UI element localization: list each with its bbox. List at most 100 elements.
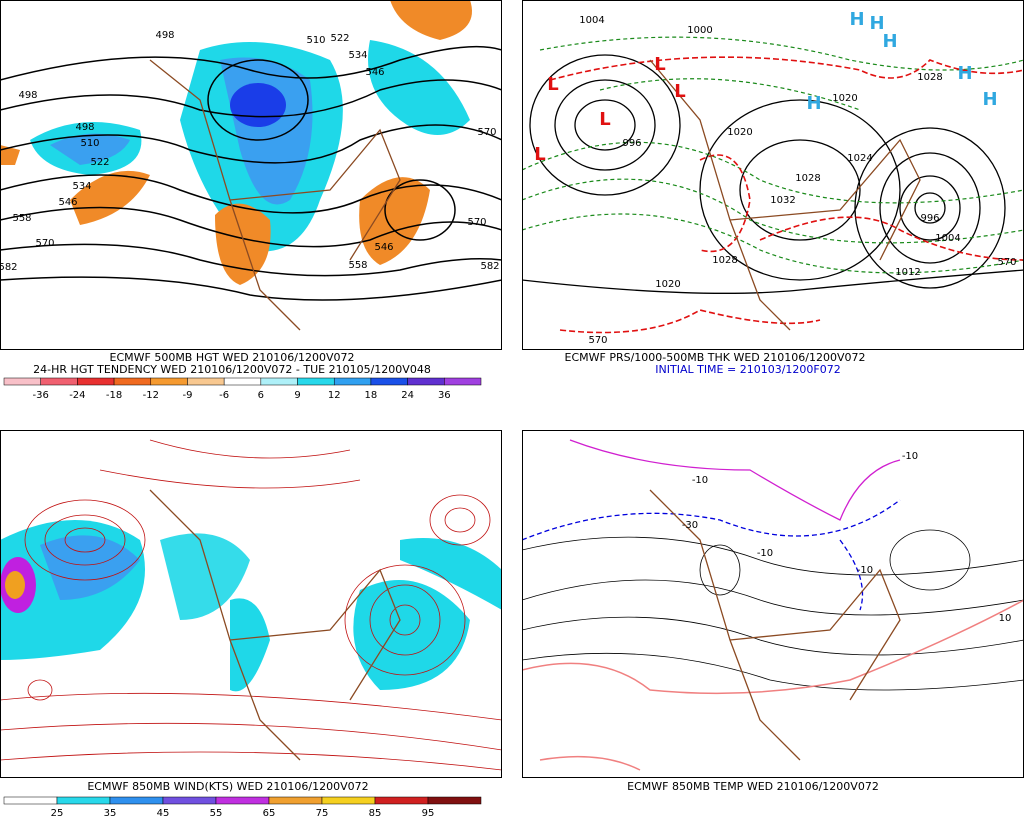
colorbar-label: -9 — [182, 390, 192, 401]
colorbar-cell — [370, 377, 408, 386]
contour-label: 558 — [348, 260, 367, 271]
contour-label: 498 — [155, 30, 174, 41]
colorbar-cell — [77, 377, 115, 386]
contour-label: -30 — [682, 520, 698, 531]
contour-label: 996 — [920, 213, 939, 224]
low-center: L — [534, 144, 545, 165]
contour-label: 510 — [80, 138, 99, 149]
contour-label: 582 — [480, 261, 499, 272]
colorbar-cell — [444, 377, 482, 386]
high-center: H — [806, 93, 821, 114]
colorbar-label: 55 — [210, 808, 223, 819]
colorbar-label: 6 — [258, 390, 264, 401]
colorbar-cell — [333, 377, 372, 386]
contour-label: 546 — [58, 197, 77, 208]
contour-label: -10 — [857, 565, 873, 576]
low-center: L — [654, 54, 665, 75]
contour-label: 534 — [348, 50, 367, 61]
colorbar-label: 35 — [104, 808, 117, 819]
contour-label: 570 — [35, 238, 54, 249]
contour-label: 1004 — [935, 233, 960, 244]
labels: ECMWF 500MB HGT WED 210106/1200V07224-HR… — [0, 9, 1017, 819]
colorbar-cell — [223, 377, 262, 386]
colorbar-cell — [113, 377, 152, 386]
colorbar-label: 12 — [328, 390, 341, 401]
prs-map — [522, 0, 1024, 350]
caption: ECMWF 500MB HGT WED 210106/1200V072 — [110, 351, 355, 364]
contour-label: 498 — [75, 122, 94, 133]
contour-label: -10 — [757, 548, 773, 559]
colorbar-cell — [187, 377, 225, 386]
caption: ECMWF 850MB WIND(KTS) WED 210106/1200V07… — [87, 780, 368, 793]
colorbar-cell — [268, 796, 323, 805]
colorbar-label: 36 — [438, 390, 451, 401]
colorbar-label: -6 — [219, 390, 229, 401]
contour-label: 510 — [306, 35, 325, 46]
caption: 24-HR HGT TENDENCY WED 210106/1200V072 -… — [33, 363, 431, 376]
contour-label: 570 — [997, 257, 1016, 268]
hgt-map — [0, 0, 502, 350]
colorbar-label: 45 — [157, 808, 170, 819]
colorbar-label: 95 — [422, 808, 435, 819]
colorbar-label: 9 — [294, 390, 300, 401]
colorbar-cell — [321, 796, 376, 805]
low-center: L — [547, 74, 558, 95]
contour-label: 996 — [622, 138, 641, 149]
colorbar-cell — [260, 377, 298, 386]
colorbar-label: 24 — [401, 390, 414, 401]
high-center: H — [869, 13, 884, 34]
contour-label: 546 — [365, 67, 384, 78]
contour-label: 1032 — [770, 195, 795, 206]
contour-label: 1004 — [579, 15, 604, 26]
contour-label: 1028 — [795, 173, 820, 184]
caption: ECMWF 850MB TEMP WED 210106/1200V072 — [627, 780, 879, 793]
colorbar-label: -18 — [106, 390, 122, 401]
frame — [0, 430, 502, 778]
frame — [0, 0, 502, 350]
contour-label: 1012 — [895, 267, 920, 278]
colorbar-cell — [374, 796, 429, 805]
contour-label: 1024 — [847, 153, 872, 164]
colorbar-cell — [56, 796, 111, 805]
colorbar-cell — [407, 377, 445, 386]
colorbar-cell — [3, 377, 41, 386]
colorbar-cell — [40, 377, 78, 386]
colorbar-label: 85 — [369, 808, 382, 819]
contour-label: 1028 — [712, 255, 737, 266]
caption: ECMWF PRS/1000-500MB THK WED 210106/1200… — [565, 351, 866, 364]
temp-map — [522, 430, 1024, 778]
contour-label: 498 — [18, 90, 37, 101]
colorbar-label: 65 — [263, 808, 276, 819]
colorbar-cell — [297, 377, 335, 386]
contour-label: 1020 — [727, 127, 752, 138]
high-center: H — [849, 9, 864, 30]
colorbar-cell — [215, 796, 270, 805]
high-center: H — [882, 31, 897, 52]
contour-label: 570 — [467, 217, 486, 228]
contour-label: 534 — [72, 181, 91, 192]
contour-label: 1000 — [687, 25, 712, 36]
high-center: H — [982, 89, 997, 110]
contour-label: 10 — [999, 613, 1012, 624]
colorbar-label: 75 — [316, 808, 329, 819]
contour-label: 522 — [90, 157, 109, 168]
caption: INITIAL TIME = 210103/1200F072 — [655, 363, 840, 376]
low-center: L — [599, 109, 610, 130]
colorbar-cell — [162, 796, 217, 805]
contour-label: 582 — [0, 262, 18, 273]
contour-label: 570 — [588, 335, 607, 346]
colorbar-cell — [109, 796, 164, 805]
contour-label: 1020 — [832, 93, 857, 104]
contour-label: -10 — [902, 451, 918, 462]
colorbar-label: -36 — [33, 390, 49, 401]
colorbar-cell — [150, 377, 188, 386]
contour-label: 1020 — [655, 279, 680, 290]
wind-map — [0, 430, 502, 778]
contour-label: 546 — [374, 242, 393, 253]
colorbar-cell — [427, 796, 482, 805]
colorbar-label: 25 — [51, 808, 64, 819]
colorbar-label: -24 — [69, 390, 85, 401]
contour-label: 522 — [330, 33, 349, 44]
low-center: L — [674, 81, 685, 102]
